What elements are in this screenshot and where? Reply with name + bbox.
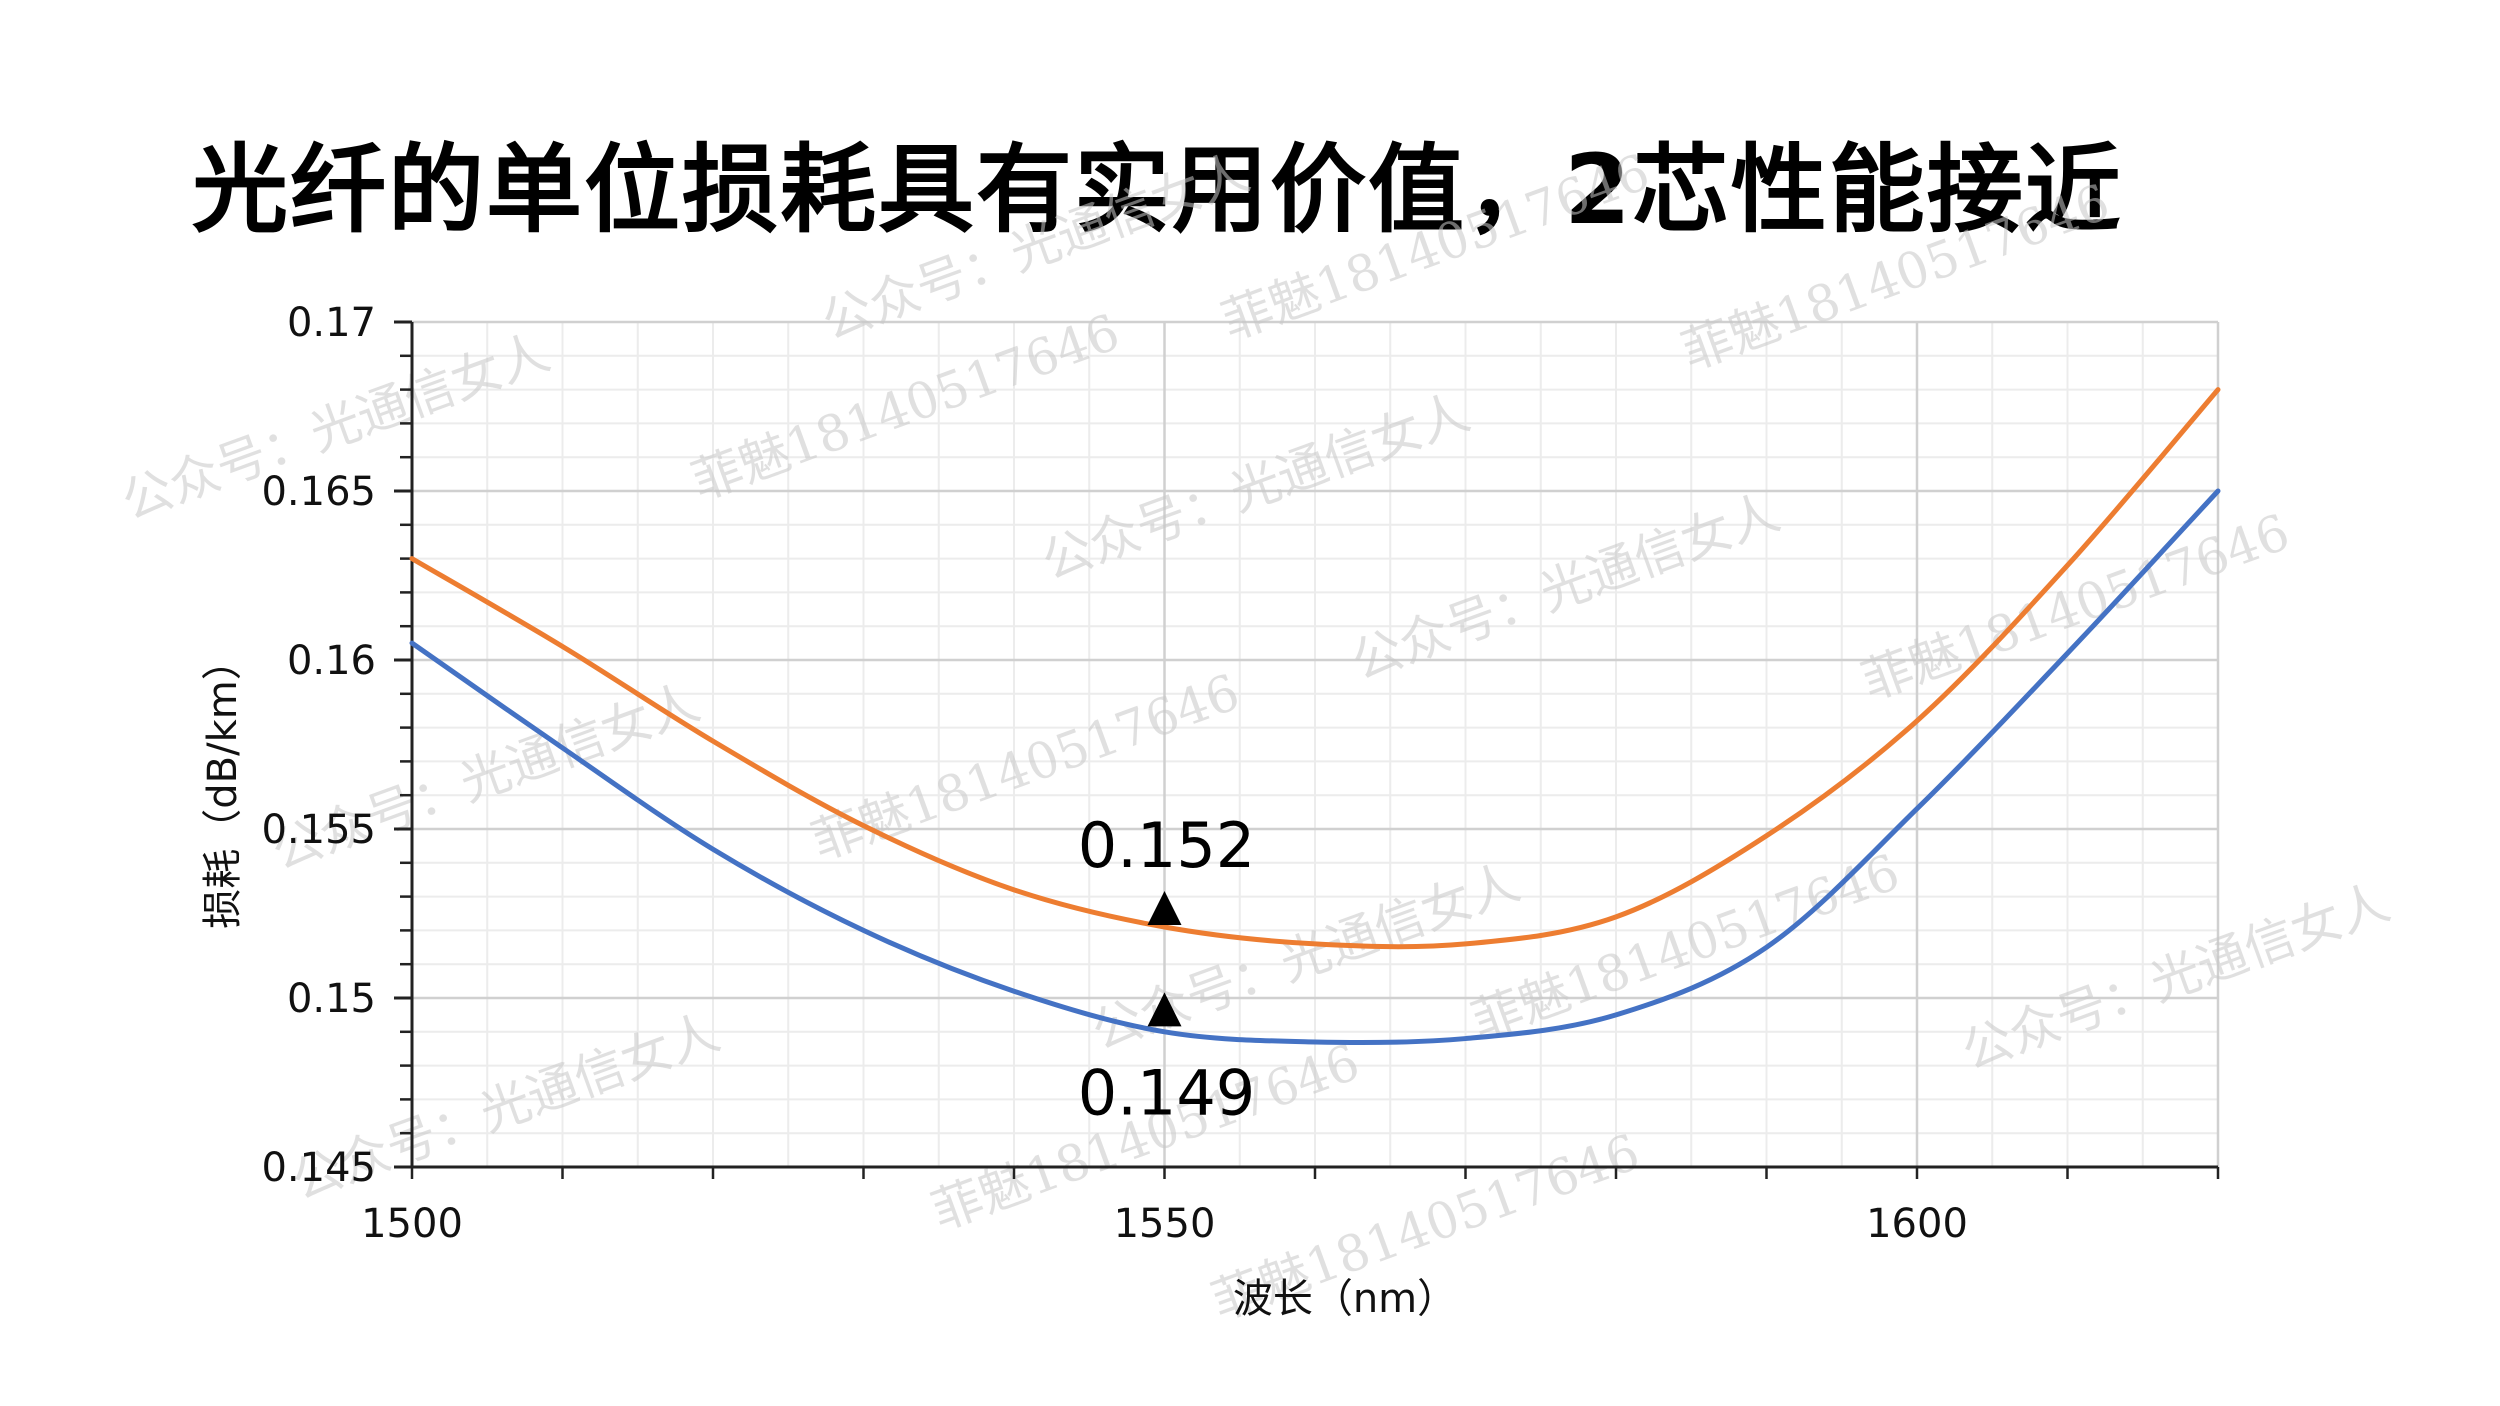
watermark-text: 菲魅18140517646	[1214, 143, 1657, 351]
watermark-text: 菲魅18140517646	[1854, 503, 2297, 711]
x-tick-label: 1550	[1114, 1201, 1216, 1247]
watermark-text: 公众号：光通信女人	[814, 143, 1257, 351]
axes: 0.145 0.15 0.155 0.16 0.165 0.17 1500 1550 1600	[261, 300, 2220, 1247]
series	[409, 387, 2221, 1046]
data-label: 0.152	[1078, 809, 1256, 882]
y-tick-label: 0.145	[261, 1145, 376, 1191]
series-line-1	[409, 387, 2221, 950]
x-axis-title: 波长（nm）	[1233, 1276, 1457, 1322]
page-title: 光纤的单位损耗具有实用价值，2芯性能接近	[192, 134, 2123, 246]
watermark-text: 公众号：光通信女人	[1954, 873, 2397, 1081]
x-tick-label: 1600	[1866, 1201, 1968, 1247]
data-label: 0.149	[1078, 1056, 1256, 1129]
y-tick-label: 0.15	[287, 976, 376, 1022]
watermark-text: 公众号：光通信女人	[1034, 383, 1477, 591]
triangle-marker	[1147, 891, 1182, 926]
y-tick-label: 0.16	[287, 638, 376, 684]
y-tick-label: 0.165	[261, 469, 376, 515]
y-axis-title: 损耗（dB/km）	[200, 640, 246, 928]
watermark-text: 菲魅18140517646	[1464, 843, 1907, 1051]
annotations: 0.152 0.149	[1078, 809, 1256, 1129]
grid	[410, 320, 2220, 1169]
y-tick-label: 0.17	[287, 300, 376, 346]
series-line-2	[409, 488, 2221, 1046]
watermark-text: 菲魅18140517646	[684, 303, 1127, 511]
watermark-text: 菲魅18140517646	[1674, 173, 2117, 381]
triangle-marker	[1147, 992, 1182, 1027]
x-tick-label: 1500	[361, 1201, 463, 1247]
y-tick-label: 0.155	[261, 807, 376, 853]
